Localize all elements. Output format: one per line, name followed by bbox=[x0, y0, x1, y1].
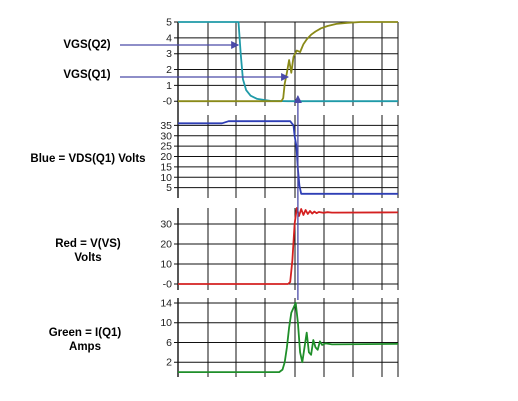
label-vds: Blue = VDS(Q1) Volts bbox=[18, 152, 158, 166]
y-tick-label: -0 bbox=[163, 279, 172, 291]
label-vgs-q1-text: VGS(Q1) bbox=[63, 69, 111, 81]
y-tick-label: 30 bbox=[160, 219, 172, 231]
y-tick-label: 20 bbox=[160, 151, 172, 163]
y-tick-label: 5 bbox=[166, 182, 172, 194]
y-tick-label: 15 bbox=[160, 161, 172, 173]
panel-vs: 30 20 10 -0 bbox=[160, 207, 399, 291]
series-line-vgs_q1 bbox=[178, 21, 398, 103]
y-tick-label: 10 bbox=[160, 259, 172, 271]
annotation-arrows bbox=[120, 41, 302, 300]
label-vs-line2: Volts bbox=[74, 252, 102, 264]
y-tick-label: -0 bbox=[163, 96, 172, 108]
label-vds-text: Blue = VDS(Q1) Volts bbox=[30, 153, 146, 165]
y-tick-label: 6 bbox=[166, 337, 172, 349]
y-tick-label: 20 bbox=[160, 239, 172, 251]
y-tick-label: 10 bbox=[160, 317, 172, 329]
y-tick-label: 2 bbox=[166, 64, 172, 76]
label-vgs-q2: VGS(Q2) bbox=[54, 38, 120, 52]
y-tick-label: 3 bbox=[166, 48, 172, 60]
y-tick-label: 14 bbox=[160, 297, 172, 309]
y-tick-label: 2 bbox=[166, 357, 172, 369]
label-vgs-q1: VGS(Q1) bbox=[54, 68, 120, 82]
panel-vgs: 5 4 3 2 1 -0 bbox=[163, 17, 399, 108]
panel-iq1: 14 10 6 2 bbox=[160, 297, 399, 377]
label-vs-line1: Red = V(VS) bbox=[55, 238, 121, 250]
series-line-iq1 bbox=[178, 302, 399, 373]
label-vgs-q2-text: VGS(Q2) bbox=[63, 39, 111, 51]
label-iq1-line1: Green = I(Q1) bbox=[48, 327, 122, 339]
y-tick-label: 1 bbox=[166, 80, 172, 92]
y-tick-label: 5 bbox=[166, 17, 172, 29]
label-iq1: Green = I(Q1) Amps bbox=[40, 326, 130, 354]
label-vs: Red = V(VS) Volts bbox=[48, 237, 128, 265]
y-tick-label: 10 bbox=[160, 172, 172, 184]
y-tick-label: 35 bbox=[160, 120, 172, 132]
series-line-vs bbox=[178, 207, 399, 285]
y-tick-label: 25 bbox=[160, 141, 172, 153]
y-tick-label: 30 bbox=[160, 130, 172, 142]
label-iq1-line2: Amps bbox=[69, 341, 101, 353]
series-line-vds bbox=[178, 120, 398, 195]
y-tick-label: 4 bbox=[166, 32, 172, 44]
